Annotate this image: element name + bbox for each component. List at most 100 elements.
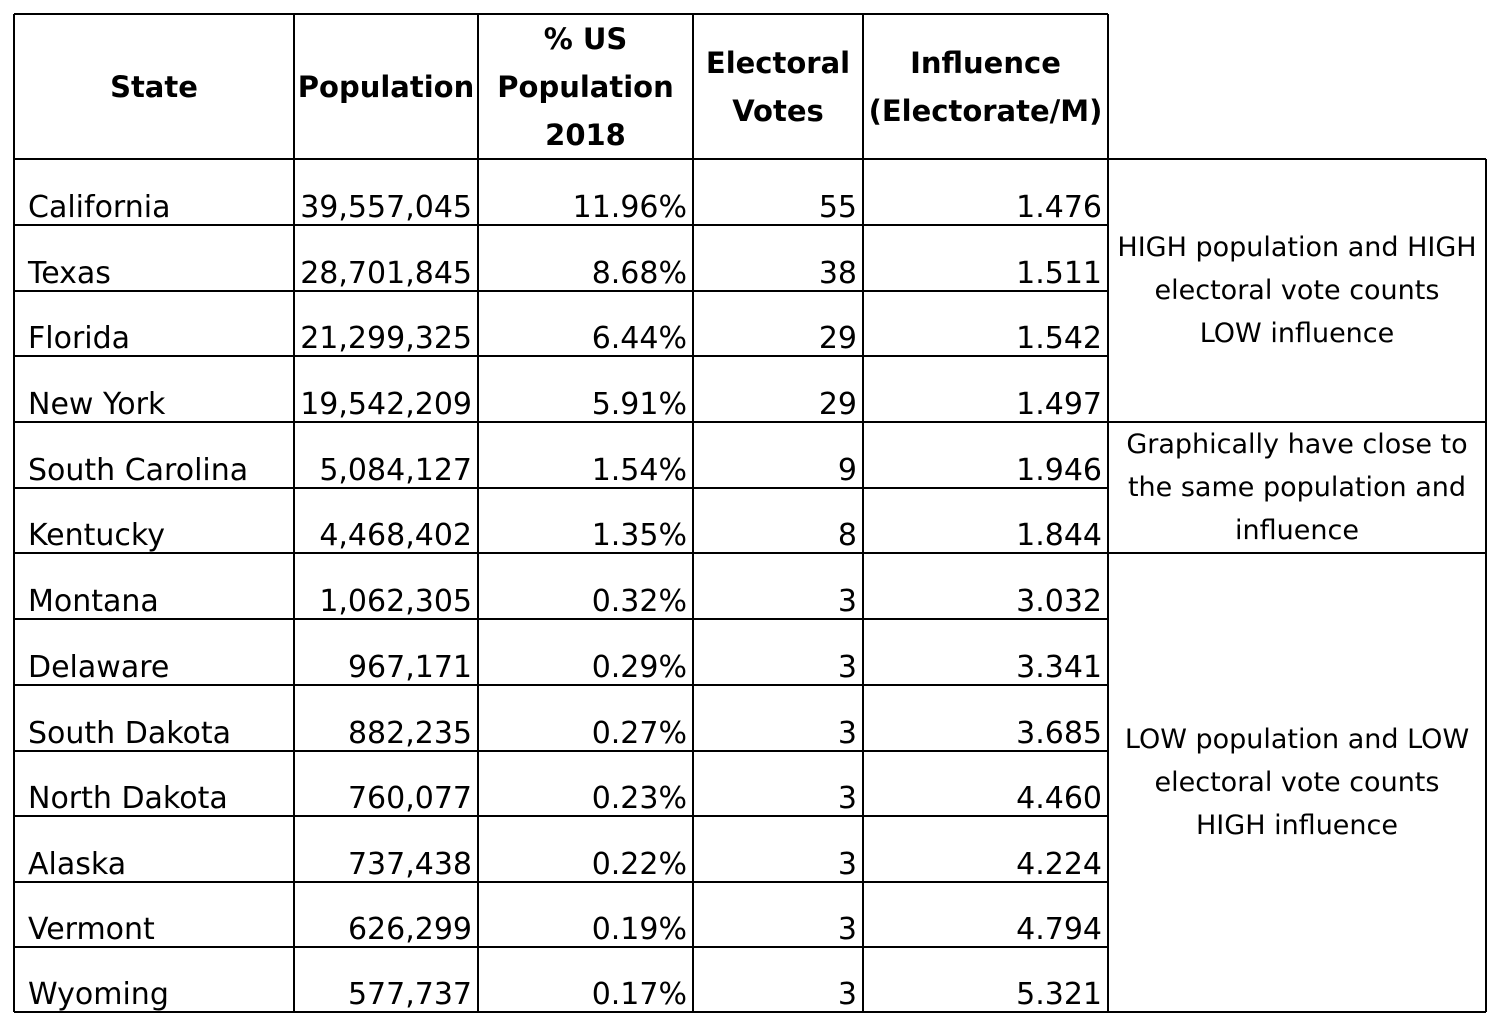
cell-pct: 0.23% (478, 751, 693, 816)
cell-votes-value: 3 (837, 716, 857, 751)
cell-influence-value: 1.946 (1016, 453, 1102, 488)
cell-population-value: 5,084,127 (319, 453, 472, 488)
cell-influence: 1.946 (863, 422, 1108, 488)
cell-population-value: 4,468,402 (319, 518, 472, 553)
cell-votes: 3 (693, 619, 863, 685)
cell-votes-value: 3 (837, 912, 857, 947)
header-electoral-votes-text: Electoral Votes (706, 39, 850, 135)
cell-population-value: 967,171 (347, 650, 472, 685)
note-text: LOW population and LOW electoral vote cou… (1125, 718, 1469, 847)
grid-line (14, 421, 1108, 423)
cell-state-value: Florida (28, 321, 131, 356)
grid-line (477, 14, 479, 1012)
cell-influence: 1.497 (863, 356, 1108, 422)
cell-state: Vermont (14, 882, 294, 947)
grid-line (14, 224, 1108, 226)
cell-population: 5,084,127 (294, 422, 478, 488)
header-state-text: State (110, 63, 198, 111)
cell-influence: 1.542 (863, 291, 1108, 356)
cell-votes: 9 (693, 422, 863, 488)
grid-line (14, 13, 1108, 15)
cell-population: 39,557,045 (294, 159, 478, 225)
header-state: State (14, 14, 294, 159)
cell-pct-value: 5.91% (591, 387, 687, 422)
header-line: Influence (910, 45, 1061, 80)
cell-pct-value: 6.44% (591, 321, 687, 356)
grid-line (14, 618, 1108, 620)
header-electoral-votes: Electoral Votes (693, 14, 863, 159)
cell-state: South Dakota (14, 685, 294, 751)
grid-line (14, 684, 1108, 686)
cell-population: 577,737 (294, 947, 478, 1012)
header-line: Population (297, 69, 475, 104)
cell-population-value: 737,438 (347, 847, 472, 882)
note-cell-2: Graphically have close to the same popula… (1108, 422, 1486, 553)
cell-population-value: 882,235 (347, 716, 472, 751)
cell-state-value: South Dakota (28, 716, 232, 751)
cell-state: Kentucky (14, 488, 294, 553)
cell-pct-value: 0.32% (591, 584, 687, 619)
cell-pct: 0.27% (478, 685, 693, 751)
cell-votes: 8 (693, 488, 863, 553)
note-line: the same population and (1127, 472, 1467, 503)
cell-votes: 3 (693, 751, 863, 816)
cell-state-value: New York (28, 387, 166, 422)
cell-pct: 0.19% (478, 882, 693, 947)
cell-influence-value: 5.321 (1016, 977, 1102, 1012)
cell-votes-value: 38 (818, 256, 857, 291)
cell-state: California (14, 159, 294, 225)
cell-votes-value: 29 (818, 387, 857, 422)
cell-votes: 38 (693, 225, 863, 291)
header-line: (Electorate/M) (868, 93, 1103, 128)
cell-influence-value: 3.685 (1016, 716, 1102, 751)
header-influence: Influence (Electorate/M) (863, 14, 1108, 159)
note-line: HIGH influence (1196, 810, 1398, 841)
cell-votes-value: 9 (837, 453, 857, 488)
cell-influence-value: 3.032 (1016, 584, 1102, 619)
cell-pct-value: 11.96% (572, 190, 687, 225)
cell-influence-value: 1.476 (1016, 190, 1102, 225)
cell-pct: 0.29% (478, 619, 693, 685)
cell-state-value: Texas (28, 256, 111, 291)
cell-population-value: 760,077 (347, 781, 472, 816)
cell-state-value: Wyoming (28, 977, 169, 1012)
grid-line (14, 290, 1108, 292)
cell-population-value: 39,557,045 (300, 190, 472, 225)
note-line: LOW influence (1199, 318, 1395, 349)
cell-state-value: Kentucky (28, 518, 165, 553)
cell-pct-value: 0.29% (591, 650, 687, 685)
cell-votes-value: 3 (837, 650, 857, 685)
cell-population-value: 626,299 (347, 912, 472, 947)
cell-pct-value: 0.17% (591, 977, 687, 1012)
cell-pct: 6.44% (478, 291, 693, 356)
cell-influence: 3.032 (863, 553, 1108, 619)
cell-pct: 0.17% (478, 947, 693, 1012)
grid-line (1107, 14, 1109, 1012)
cell-population: 882,235 (294, 685, 478, 751)
cell-state-value: California (28, 190, 171, 225)
grid-line (14, 158, 1486, 160)
note-cell-1: HIGH population and HIGH electoral vote c… (1108, 159, 1486, 422)
cell-influence: 1.476 (863, 159, 1108, 225)
grid-line (14, 815, 1108, 817)
cell-state: Montana (14, 553, 294, 619)
cell-state: Wyoming (14, 947, 294, 1012)
cell-votes-value: 3 (837, 584, 857, 619)
cell-influence-value: 1.542 (1016, 321, 1102, 356)
cell-pct: 5.91% (478, 356, 693, 422)
cell-pct: 8.68% (478, 225, 693, 291)
cell-influence-value: 1.844 (1016, 518, 1102, 553)
note-line: influence (1235, 515, 1359, 546)
grid-line (14, 750, 1108, 752)
cell-pct-value: 1.54% (591, 453, 687, 488)
grid-line (14, 487, 1108, 489)
header-pct-us-population: % US Population 2018 (478, 14, 693, 159)
cell-influence: 3.685 (863, 685, 1108, 751)
cell-state-value: South Carolina (28, 453, 249, 488)
cell-votes: 3 (693, 816, 863, 882)
note-line: LOW population and LOW (1124, 724, 1470, 755)
cell-pct-value: 0.27% (591, 716, 687, 751)
cell-state: South Carolina (14, 422, 294, 488)
cell-state: Florida (14, 291, 294, 356)
cell-votes: 55 (693, 159, 863, 225)
